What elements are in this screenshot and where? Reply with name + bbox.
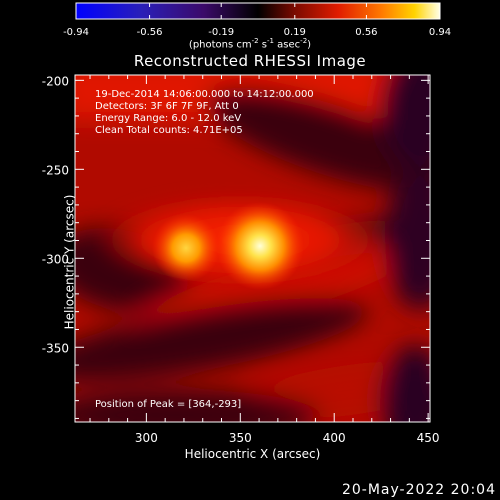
x-tick-label: 450: [417, 431, 440, 445]
info-time-range: 19-Dec-2014 14:06:00.000 to 14:12:00.000: [95, 89, 314, 100]
y-tick-label: -200: [42, 74, 69, 88]
source-primary: [216, 202, 304, 290]
colorbar-ticks: -0.94 -0.56 -0.19 0.19 0.56 0.94: [63, 3, 451, 38]
colorbar-tick-label: -0.19: [208, 27, 234, 38]
plot-frame: [74, 74, 431, 423]
y-tick-label: -350: [42, 341, 69, 355]
y-tick-label: -300: [42, 252, 69, 266]
colorbar-gradient: [75, 2, 441, 20]
info-detectors: Detectors: 3F 6F 7F 9F, Att 0: [95, 101, 239, 112]
x-axis-label: Heliocentric X (arcsec): [184, 447, 321, 461]
image-map: [75, 75, 430, 422]
x-tick-label: 350: [229, 431, 252, 445]
colorbar-units-label: (photons cm-2 s-1 asec-2): [188, 37, 312, 51]
x-axis-ticks: 300 350 400 450: [89, 75, 440, 445]
y-tick-label: -250: [42, 163, 69, 177]
x-tick-label: 300: [135, 431, 158, 445]
info-peak-position: Position of Peak = [364,-293]: [95, 399, 242, 410]
x-tick-label: 400: [323, 431, 346, 445]
colorbar-tick-label: 0.19: [284, 27, 306, 38]
colorbar-tick-label: -0.94: [63, 27, 89, 38]
y-axis-label: Heliocentric Y (arcsec): [62, 194, 77, 330]
colorbar-tick-label: 0.94: [429, 27, 451, 38]
source-secondary: [152, 214, 220, 282]
colorbar-tick-label: -0.56: [137, 27, 163, 38]
info-clean-counts: Clean Total counts: 4.71E+05: [95, 125, 243, 136]
chart-title: Reconstructed RHESSI Image: [133, 52, 367, 70]
y-axis-ticks: -200 -250 -300 -350: [42, 74, 430, 419]
footer-timestamp: 20-May-2022 20:04: [341, 482, 496, 498]
info-energy-range: Energy Range: 6.0 - 12.0 keV: [95, 113, 242, 124]
colorbar: -0.94 -0.56 -0.19 0.19 0.56 0.94: [63, 2, 451, 38]
colorbar-tick-label: 0.56: [355, 27, 377, 38]
